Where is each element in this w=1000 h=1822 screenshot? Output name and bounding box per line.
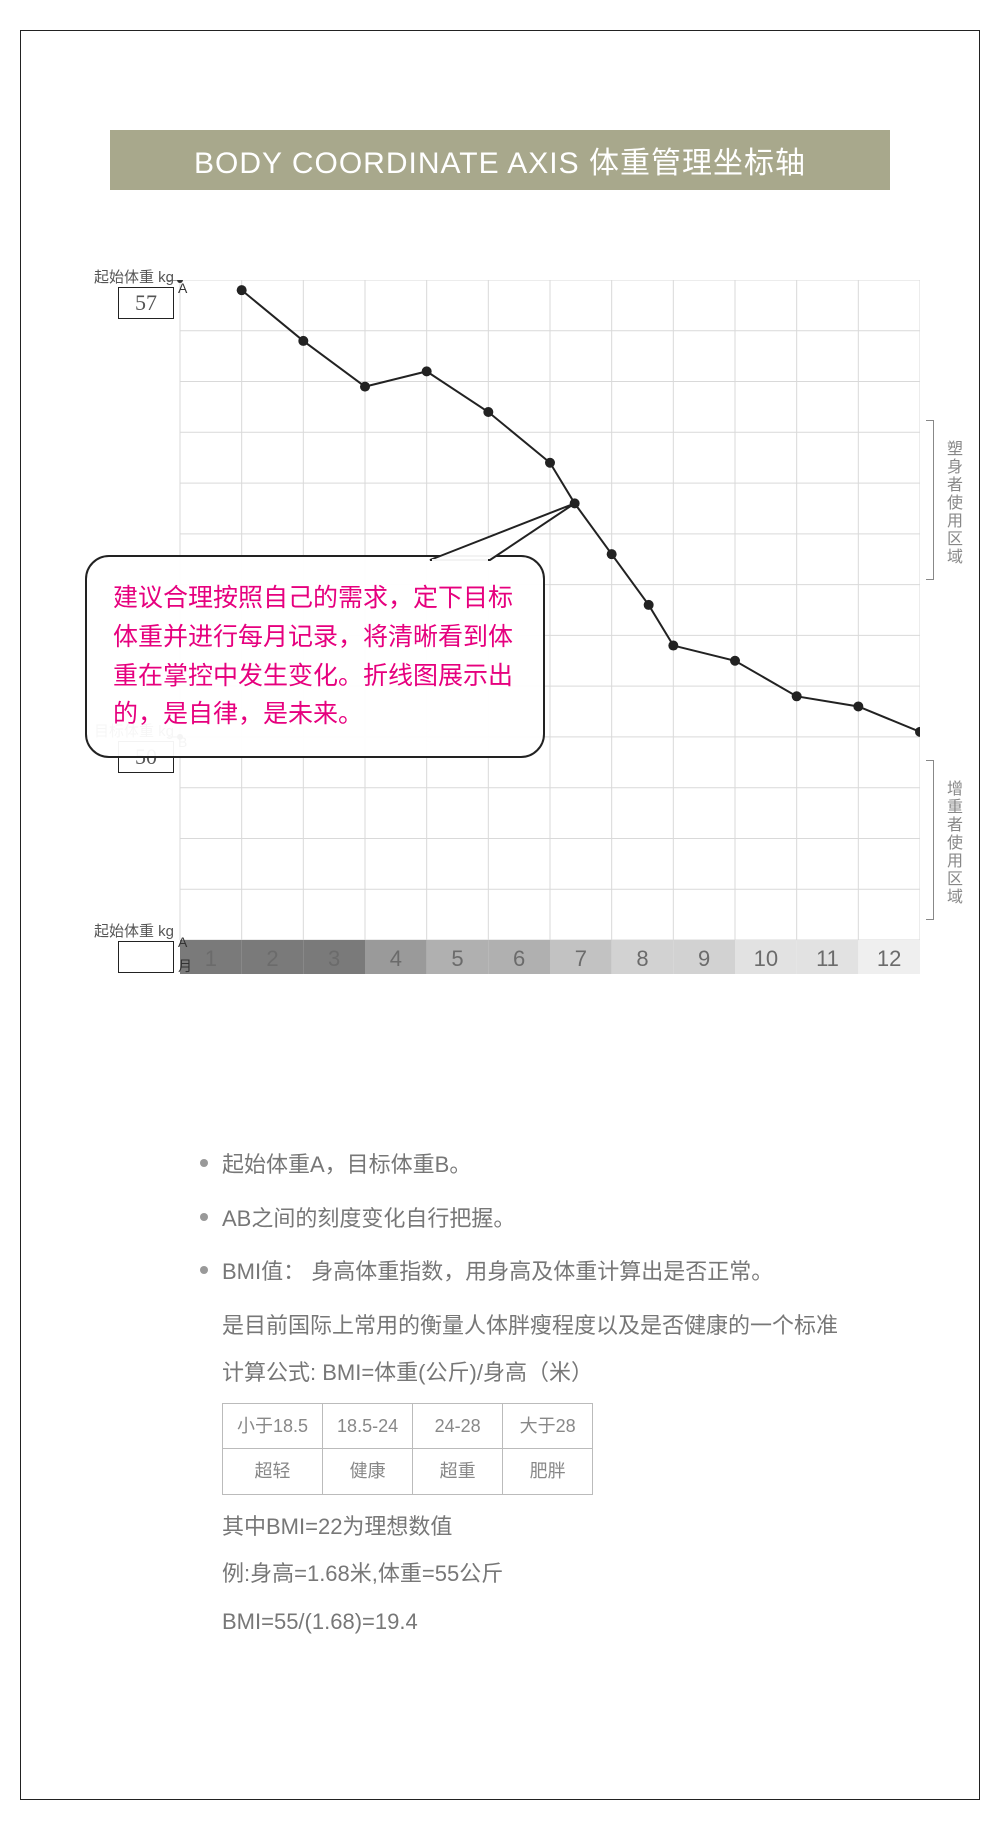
bmi-description: 是目前国际上常用的衡量人体胖瘦程度以及是否健康的一个标准计算公式: BMI=体重… [200, 1306, 900, 1393]
upper-zone-label: 塑身者使用区域 [940, 440, 964, 566]
bottom-weight-input[interactable] [118, 941, 174, 973]
note-bullet: BMI值： 身高体重指数，用身高及体重计算出是否正常。 [200, 1252, 900, 1292]
bmi-line: 是目前国际上常用的衡量人体胖瘦程度以及是否健康的一个标准 [200, 1306, 900, 1346]
bmi-table-header: 小于18.5 [223, 1403, 323, 1448]
svg-text:5: 5 [451, 946, 463, 971]
svg-text:2: 2 [266, 946, 278, 971]
bmi-table-cell: 健康 [323, 1449, 413, 1494]
mark-a-bottom: A [178, 934, 187, 950]
lower-zone-label: 增重者使用区域 [940, 780, 964, 906]
page-title: BODY COORDINATE AXIS 体重管理坐标轴 [110, 130, 890, 190]
start-weight-input[interactable]: 57 [118, 287, 174, 319]
svg-text:4: 4 [390, 946, 402, 971]
svg-text:11: 11 [816, 946, 839, 971]
notes-bullets: 起始体重A，目标体重B。 AB之间的刻度变化自行把握。 BMI值： 身高体重指数，用… [200, 1145, 900, 1292]
mark-a-top: A [178, 280, 187, 296]
svg-text:3: 3 [328, 946, 340, 971]
bmi-after-line: BMI=55/(1.68)=19.4 [200, 1602, 900, 1642]
note-bullet: 起始体重A，目标体重B。 [200, 1145, 900, 1185]
bmi-table-header: 24-28 [413, 1403, 503, 1448]
svg-text:9: 9 [698, 946, 710, 971]
notes-section: 起始体重A，目标体重B。 AB之间的刻度变化自行把握。 BMI值： 身高体重指数，用… [200, 1145, 900, 1650]
bmi-table-cell: 肥胖 [503, 1449, 593, 1494]
svg-text:7: 7 [575, 946, 587, 971]
bottom-weight-block: 起始体重 kg [82, 920, 174, 977]
bmi-table-header: 18.5-24 [323, 1403, 413, 1448]
bmi-after-line: 其中BMI=22为理想数值 [200, 1507, 900, 1547]
advice-callout-text: 建议合理按照自己的需求，定下目标体重并进行每月记录，将清晰看到体重在掌控中发生变… [113, 584, 513, 728]
month-axis-label: 月 [178, 956, 192, 976]
svg-text:1: 1 [205, 946, 217, 971]
svg-text:6: 6 [513, 946, 525, 971]
bmi-table-cell: 超重 [413, 1449, 503, 1494]
svg-text:8: 8 [636, 946, 648, 971]
bmi-table: 小于18.518.5-2424-28大于28 超轻健康超重肥胖 [222, 1403, 593, 1495]
bmi-table-cell: 超轻 [223, 1449, 323, 1494]
start-weight-label: 起始体重 kg [82, 266, 174, 287]
start-weight-block: 起始体重 kg 57 [82, 266, 174, 319]
upper-zone-bracket [926, 420, 934, 580]
svg-text:12: 12 [877, 946, 901, 971]
bmi-table-header: 大于28 [503, 1403, 593, 1448]
bottom-weight-label: 起始体重 kg [82, 920, 174, 941]
bmi-example: 其中BMI=22为理想数值例:身高=1.68米,体重=55公斤 BMI=55/(1… [200, 1507, 900, 1642]
advice-callout: 建议合理按照自己的需求，定下目标体重并进行每月记录，将清晰看到体重在掌控中发生变… [85, 555, 545, 758]
svg-text:10: 10 [754, 946, 778, 971]
lower-zone-bracket [926, 760, 934, 920]
note-bullet: AB之间的刻度变化自行把握。 [200, 1199, 900, 1239]
bmi-after-line: 例:身高=1.68米,体重=55公斤 [200, 1554, 900, 1594]
bmi-line: 计算公式: BMI=体重(公斤)/身高（米） [200, 1353, 900, 1393]
